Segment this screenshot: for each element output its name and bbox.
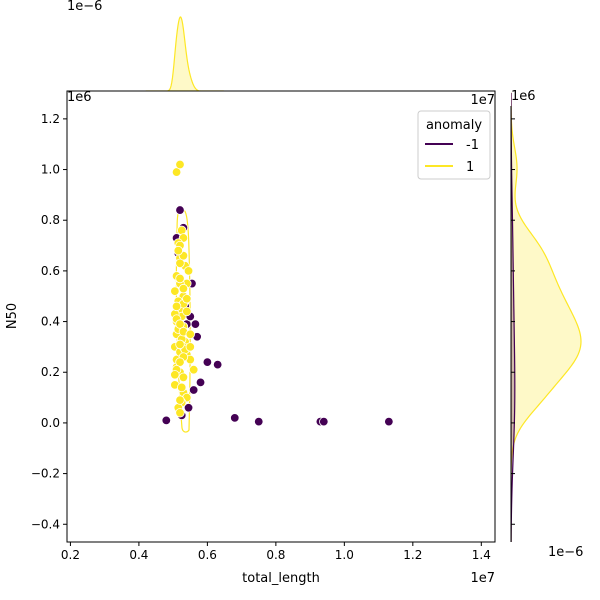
data-point — [177, 382, 187, 393]
data-point — [175, 319, 185, 329]
data-point — [202, 357, 213, 367]
data-point — [173, 245, 183, 256]
y-tick-label: 0.8 — [41, 213, 60, 227]
right-y-offset-text: 1e6 — [511, 89, 536, 104]
data-point — [175, 205, 185, 215]
x-axis-ticks: 0.2 0.4 0.6 0.8 1.0 1.2 1.4 — [61, 542, 491, 562]
data-point — [188, 385, 199, 395]
x-tick-label: 1.4 — [472, 548, 491, 562]
right-marginal-kde-curve-anomaly-neg1 — [511, 92, 516, 542]
data-point — [188, 365, 199, 375]
x-tick-label: 0.4 — [129, 548, 148, 562]
x-axis-label: total_length — [242, 571, 320, 586]
data-point — [175, 258, 185, 268]
data-point — [182, 306, 192, 317]
data-point — [182, 294, 192, 304]
data-point — [254, 416, 264, 427]
data-point — [195, 377, 206, 388]
y-tick-label: 1.2 — [41, 112, 60, 126]
x-tick-label: 1.0 — [335, 548, 354, 562]
x-tick-label: 0.2 — [61, 548, 80, 562]
data-point — [183, 266, 194, 276]
right-marginal-axes: 1e−6 — [510, 92, 583, 560]
y-tick-label: −0.4 — [31, 517, 60, 531]
y-axis-label: N50 — [5, 303, 20, 329]
data-point — [175, 159, 185, 170]
data-point — [175, 273, 185, 284]
top-marginal-offset-text: 1e−6 — [67, 0, 102, 14]
y-axis-offset-text: 1e6 — [67, 90, 92, 105]
axes-frame — [66, 90, 496, 543]
y-tick-label: 0.4 — [41, 315, 60, 329]
data-point — [170, 286, 180, 296]
legend-label-neg1: -1 — [466, 138, 479, 153]
y-tick-label: 1.0 — [41, 163, 60, 177]
data-point — [175, 357, 185, 367]
legend-title: anomaly — [426, 118, 482, 133]
legend-label-1: 1 — [466, 160, 474, 175]
data-point — [319, 416, 329, 427]
x-tick-label: 0.8 — [266, 548, 285, 562]
data-point — [178, 283, 189, 294]
x-axis-offset-text: 1e7 — [470, 571, 495, 586]
y-tick-label: 0.6 — [41, 264, 60, 278]
x-tick-label: 1.2 — [403, 548, 422, 562]
main-scatter-axes: 0.2 0.4 0.6 0.8 1.0 1.2 1.4 −0.4−0.20.00.20.40… — [5, 89, 536, 586]
series-anomaly-1 — [170, 159, 199, 418]
data-point — [171, 167, 182, 177]
data-point — [178, 372, 189, 383]
right-marginal-ticks — [511, 118, 515, 525]
top-marginal-axes: 1e−6 — [67, 0, 495, 95]
data-point — [170, 370, 180, 380]
legend: anomaly -1 1 — [417, 110, 491, 180]
y-axis-ticks: −0.4 −0.2 0.0 0.2 0.4 0.6 0.8 1.0 1.2 — [31, 112, 67, 531]
data-point — [212, 359, 223, 370]
right-marginal-kde-curve-anomaly-1 — [511, 92, 582, 542]
data-point — [190, 319, 201, 329]
top-marginal-kde-curve — [145, 16, 224, 91]
legend-box — [417, 110, 491, 180]
data-point — [384, 416, 394, 427]
x-tick-label: 0.6 — [198, 548, 217, 562]
data-point — [171, 301, 182, 312]
data-point — [175, 395, 185, 405]
y-tick-label: 0.0 — [41, 416, 60, 430]
data-point — [161, 415, 171, 426]
data-point — [185, 329, 195, 339]
data-point — [175, 408, 185, 418]
y-tick-label: −0.2 — [31, 467, 60, 481]
data-point — [177, 225, 187, 236]
data-point — [183, 403, 194, 413]
top-x-offset-text: 1e7 — [470, 93, 495, 108]
y-tick-label: 0.2 — [41, 365, 60, 379]
data-point — [230, 413, 240, 423]
right-marginal-offset-text: 1e−6 — [548, 545, 583, 560]
data-point — [175, 339, 185, 350]
data-point — [185, 342, 195, 352]
